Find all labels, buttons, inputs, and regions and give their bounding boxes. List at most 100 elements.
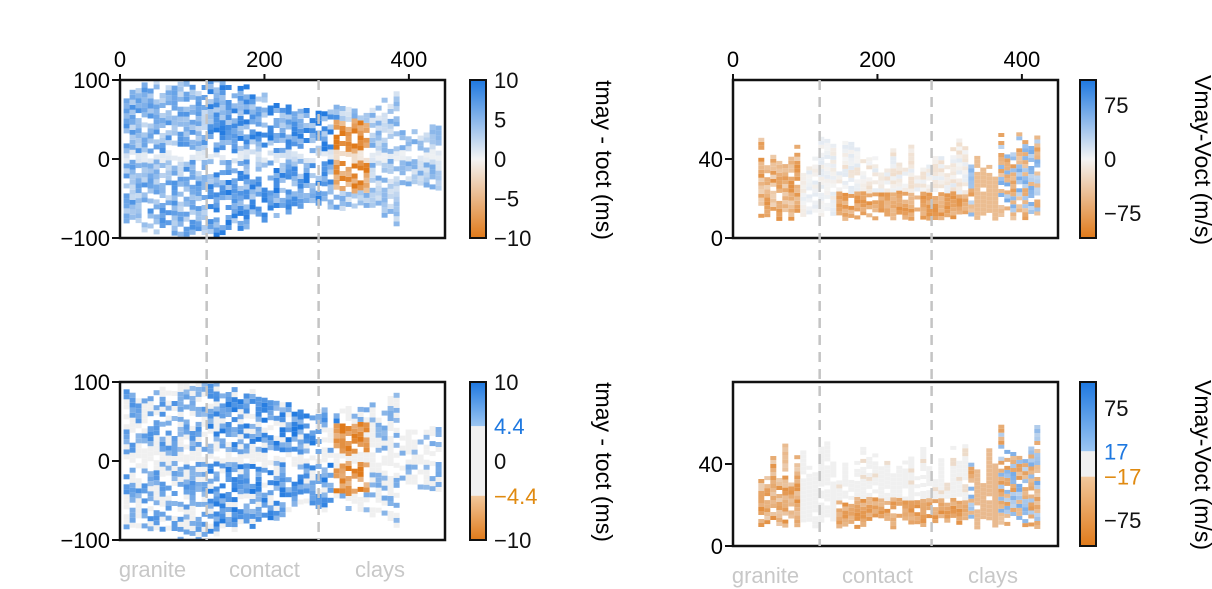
- heatmap-cell: [339, 488, 346, 494]
- heatmap-cell: [387, 451, 394, 456]
- heatmap-cell: [986, 476, 993, 481]
- heatmap-cell: [393, 211, 400, 217]
- heatmap-cell: [171, 200, 178, 206]
- heatmap-cell: [135, 483, 142, 489]
- heatmap-cell: [189, 515, 196, 521]
- heatmap-cell: [1016, 459, 1023, 464]
- heatmap-cell: [998, 428, 1005, 433]
- heatmap-cell: [902, 468, 909, 473]
- heatmap-cell: [345, 196, 352, 202]
- heatmap-cell: [950, 147, 957, 152]
- heatmap-cell: [201, 105, 208, 110]
- heatmap-cell: [183, 494, 190, 500]
- heatmap-cell: [926, 204, 933, 209]
- heatmap-cell: [992, 499, 999, 504]
- heatmap-cell: [1004, 198, 1011, 203]
- heatmap-cell: [1022, 519, 1029, 524]
- heatmap-cell: [1034, 425, 1041, 429]
- heatmap-cell: [950, 207, 957, 212]
- heatmap-cell: [291, 141, 298, 147]
- heatmap-cell: [830, 509, 837, 514]
- heatmap-cell: [381, 137, 388, 143]
- heatmap-cell: [201, 511, 208, 517]
- heatmap-cell: [159, 218, 166, 223]
- heatmap-cell: [255, 121, 262, 127]
- heatmap-cell: [830, 143, 837, 148]
- heatmap-cell: [872, 200, 879, 205]
- heatmap-cell: [279, 512, 286, 518]
- heatmap-cell: [171, 446, 178, 451]
- heatmap-cell: [788, 208, 795, 213]
- heatmap-cell: [333, 119, 340, 125]
- heatmap-cell: [1016, 499, 1023, 504]
- heatmap-cell: [249, 458, 256, 464]
- heatmap-cell: [405, 479, 412, 485]
- heatmap-cell: [339, 443, 346, 449]
- heatmap-cell: [261, 512, 268, 518]
- heatmap-cell: [962, 190, 969, 195]
- heatmap-cell: [201, 521, 208, 527]
- heatmap-cell: [321, 191, 328, 197]
- heatmap-cell: [237, 484, 244, 490]
- heatmap-cell: [992, 519, 999, 524]
- heatmap-cell: [866, 165, 873, 170]
- heatmap-cell: [123, 439, 130, 445]
- heatmap-cell: [998, 161, 1005, 165]
- heatmap-cell: [345, 411, 352, 416]
- heatmap-cell: [1010, 500, 1017, 504]
- heatmap-cell: [369, 512, 376, 518]
- heatmap-cell: [968, 208, 975, 213]
- y-tick-label-a-1: 0: [98, 147, 110, 172]
- heatmap-cell: [129, 447, 136, 453]
- heatmap-cell: [806, 485, 813, 490]
- heatmap-cell: [968, 494, 975, 499]
- heatmap-cell: [842, 514, 849, 519]
- heatmap-cell: [333, 473, 340, 479]
- x-tick-label-a-2: 400: [391, 47, 428, 72]
- heatmap-cell: [387, 178, 394, 184]
- heatmap-cell: [974, 473, 981, 478]
- heatmap-cell: [315, 110, 322, 116]
- heatmap-cell: [896, 182, 903, 187]
- heatmap-cell: [393, 156, 400, 162]
- heatmap-cell: [830, 469, 837, 474]
- heatmap-cell: [243, 393, 250, 399]
- heatmap-cell: [1004, 477, 1011, 482]
- heatmap-cell: [992, 208, 999, 213]
- heatmap-cell: [153, 460, 160, 466]
- heatmap-cell: [393, 512, 400, 518]
- heatmap-cell: [147, 138, 154, 144]
- heatmap-cell: [914, 500, 921, 505]
- colorbar-tick-label-d-2: −17: [1104, 465, 1141, 490]
- heatmap-cell: [219, 125, 226, 131]
- heatmap-cell: [159, 153, 166, 158]
- heatmap-cell: [171, 471, 178, 476]
- heatmap-cell: [878, 470, 885, 475]
- heatmap-cell: [219, 160, 226, 166]
- heatmap-cell: [375, 497, 382, 503]
- heatmap-cell: [303, 413, 310, 419]
- heatmap-cell: [872, 461, 879, 466]
- heatmap-cell: [171, 95, 178, 101]
- heatmap-cell: [129, 149, 136, 155]
- heatmap-cell: [890, 160, 897, 165]
- heatmap-cell: [255, 416, 262, 422]
- heatmap-cell: [369, 402, 376, 408]
- heatmap-cell: [758, 523, 765, 527]
- heatmap-cell: [141, 428, 148, 434]
- heatmap-cell: [171, 205, 178, 211]
- heatmap-cell: [135, 103, 142, 109]
- heatmap-cell: [986, 468, 993, 473]
- heatmap-cell: [405, 161, 412, 167]
- heatmap-cell: [1004, 449, 1011, 454]
- heatmap-cell: [123, 143, 130, 149]
- heatmap-cell: [297, 118, 304, 124]
- heatmap-cell: [818, 172, 825, 177]
- heatmap-cell: [950, 163, 957, 168]
- heatmap-cell: [177, 396, 184, 402]
- heatmap-cell: [159, 123, 166, 128]
- heatmap-cell: [992, 196, 999, 201]
- heatmap-cell: [1010, 504, 1017, 508]
- heatmap-cell: [417, 165, 424, 171]
